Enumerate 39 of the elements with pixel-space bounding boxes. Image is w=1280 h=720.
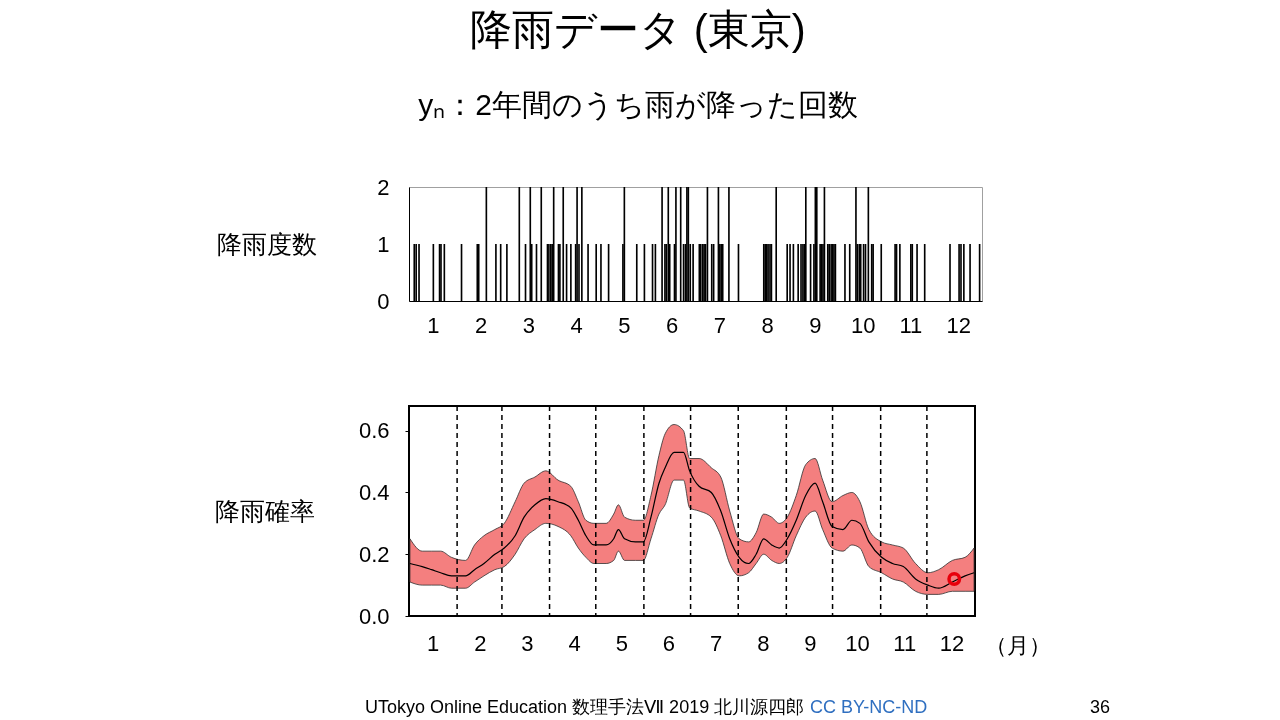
chart-subtitle: yₙ：2年間のうち雨が降った回数 xyxy=(418,87,858,121)
x-tick-label: 4 xyxy=(568,630,581,656)
x-tick-label: 5 xyxy=(618,312,631,338)
y-tick-label: 2 xyxy=(377,174,390,200)
text: 36 xyxy=(1089,697,1111,717)
x-tick-label: 9 xyxy=(809,312,822,338)
x-tick-label: 7 xyxy=(713,312,726,338)
x-tick-label: 2 xyxy=(474,630,487,656)
x-tick-label: 1 xyxy=(427,312,440,338)
x-tick-label: 9 xyxy=(804,630,817,656)
x-tick-label: 6 xyxy=(666,312,679,338)
y-tick-label: 0.4 xyxy=(358,479,390,505)
x-tick-label: 4 xyxy=(570,312,583,338)
y-tick-label: 0.6 xyxy=(358,418,390,444)
chart-title: 降雨データ (東京) xyxy=(470,5,806,53)
x-axis-title: （月） xyxy=(984,632,1051,658)
y-tick-label: 1 xyxy=(377,231,390,257)
x-tick-label: 8 xyxy=(757,630,770,656)
x-tick-label: 5 xyxy=(615,630,628,656)
y-axis-title: 降雨度数 xyxy=(216,229,317,258)
x-tick-label: 12 xyxy=(946,312,971,338)
x-tick-label: 1 xyxy=(426,630,440,656)
y-tick-label: 0.0 xyxy=(358,603,390,629)
y-tick-label: 0 xyxy=(377,288,390,314)
x-tick-label: 11 xyxy=(893,630,917,656)
x-tick-label: 8 xyxy=(761,312,774,338)
x-tick-label: 10 xyxy=(845,630,870,656)
x-tick-label: 7 xyxy=(709,630,723,656)
x-tick-label: 2 xyxy=(475,312,488,338)
x-tick-label: 3 xyxy=(521,630,534,656)
y-tick-label: 0.2 xyxy=(358,541,390,567)
text: CC BY-NC-ND xyxy=(810,697,928,717)
text: UTokyo Online Education 数理手法Ⅶ 2019 北川源四郎 xyxy=(365,697,805,717)
x-tick-label: 10 xyxy=(850,312,876,338)
x-tick-label: 6 xyxy=(662,630,676,656)
x-tick-label: 12 xyxy=(939,630,965,656)
x-tick-label: 11 xyxy=(899,312,923,338)
y-axis-title: 降雨確率 xyxy=(214,496,315,525)
x-tick-label: 3 xyxy=(522,312,535,338)
